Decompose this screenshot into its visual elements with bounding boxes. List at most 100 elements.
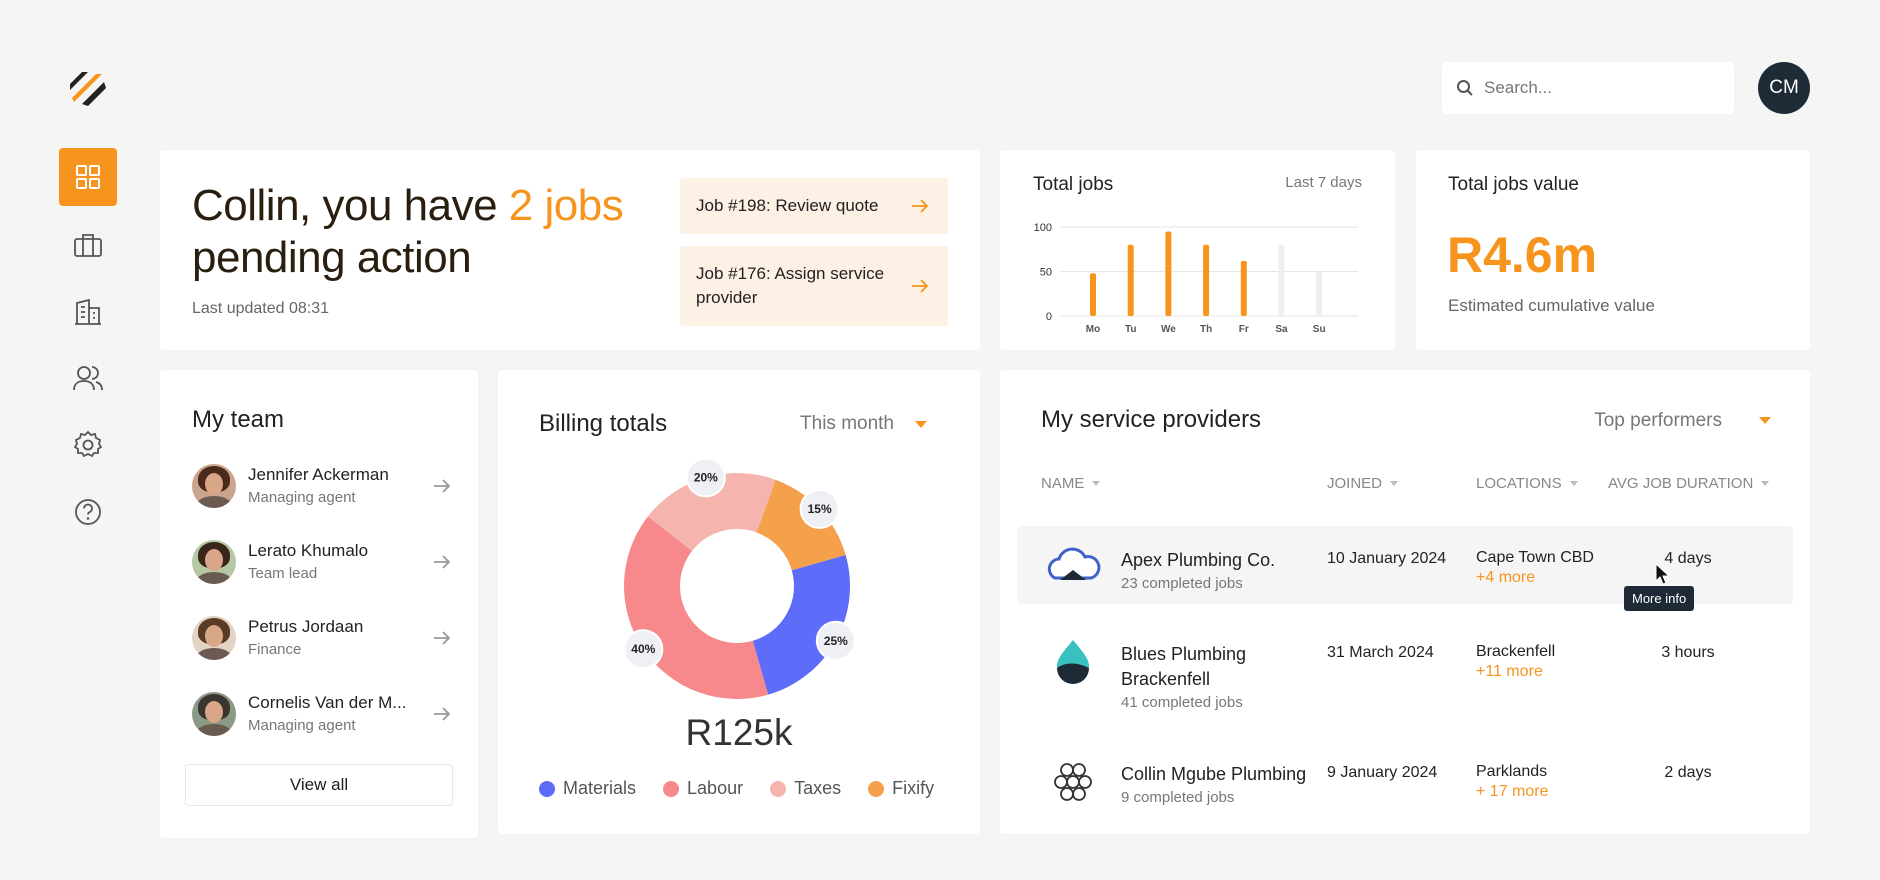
provider-name-block: Collin Mgube Plumbing 9 completed jobs: [1121, 762, 1321, 809]
nav-help[interactable]: [73, 497, 103, 527]
job-action-text: Job #176: Assign service provider: [696, 264, 885, 307]
sort-caret: [1390, 481, 1399, 486]
card-title: Total jobs: [1033, 174, 1114, 195]
card-title: My team: [192, 406, 285, 433]
member-avatar: [192, 692, 236, 736]
value-label: 15%: [808, 502, 832, 516]
value-badge: [685, 460, 726, 498]
donut-chart: 25% 40% 20% 15%: [623, 460, 856, 699]
column-header-text: AVG JOB DURATION: [1608, 475, 1754, 492]
sort-caret: [1092, 481, 1101, 486]
headline-text: pending action: [192, 233, 472, 282]
provider-name: Apex Plumbing Co.: [1121, 550, 1276, 570]
arrow-icon[interactable]: [432, 554, 452, 570]
column-header[interactable]: JOINED: [1327, 475, 1399, 492]
provider-duration: 4 days: [1664, 550, 1712, 567]
nav-settings[interactable]: [73, 430, 103, 460]
column-header-text: LOCATIONS: [1476, 475, 1562, 492]
team-card: My team View all Jennifer Ackerman Managi…: [160, 370, 478, 838]
headline-highlight: 2 jobs: [508, 181, 624, 230]
member-name: Lerato Khumalo: [248, 541, 369, 560]
value-badge: [815, 620, 856, 661]
x-tick-label: Sa: [1275, 324, 1288, 335]
dropdown-caret[interactable]: [914, 420, 928, 430]
legend-swatch: [663, 780, 680, 797]
avatar-face: [205, 701, 223, 723]
column-header[interactable]: AVG JOB DURATION: [1608, 475, 1770, 492]
member-role: Finance: [248, 641, 302, 658]
provider-location: Brackenfell: [1476, 643, 1556, 660]
legend-swatch: [868, 780, 885, 797]
logo-cell: [1060, 763, 1074, 777]
sort-caret: [1761, 481, 1770, 486]
legend-item: Taxes: [770, 778, 841, 799]
user-avatar[interactable]: CM: [1758, 62, 1810, 114]
billing-card: Billing totals This month R125k Material…: [498, 370, 980, 834]
member-avatar: [192, 540, 236, 584]
job-action[interactable]: Job #198: Review quote: [680, 178, 948, 234]
nav-team[interactable]: [72, 363, 104, 393]
member-role: Managing agent: [248, 717, 356, 734]
logo[interactable]: [68, 70, 108, 108]
nav-jobs[interactable]: [72, 231, 104, 259]
nav-dashboard[interactable]: [59, 148, 117, 206]
provider-name-block: Blues Plumbing Brackenfell 41 completed j…: [1121, 642, 1321, 714]
avatar-body: [196, 496, 232, 508]
x-tick-label: Su: [1313, 324, 1326, 335]
donut-segment: [756, 479, 846, 571]
arrow-icon[interactable]: [432, 478, 452, 494]
total-value-card: Total jobs value R4.6m Estimated cumulat…: [1416, 150, 1810, 350]
x-tick-label: Mo: [1086, 324, 1100, 335]
avatar-face: [205, 549, 223, 571]
arrow-icon[interactable]: [432, 630, 452, 646]
sort-caret: [1569, 481, 1578, 486]
search-icon: [1457, 80, 1473, 96]
provider-jobs: 23 completed jobs: [1121, 575, 1243, 592]
y-tick-label: 0: [1046, 311, 1052, 323]
y-tick-label: 100: [1034, 222, 1052, 234]
avatar-face: [205, 625, 223, 647]
column-header-text: NAME: [1041, 475, 1085, 492]
legend-label: Materials: [563, 778, 637, 798]
provider-jobs: 9 completed jobs: [1121, 789, 1235, 806]
column-header[interactable]: LOCATIONS: [1476, 475, 1578, 492]
provider-duration: 2 days: [1664, 764, 1712, 781]
view-all-button[interactable]: View all: [185, 764, 453, 806]
arrow-icon[interactable]: [910, 198, 930, 214]
legend-item: Labour: [663, 778, 743, 799]
arrow-icon[interactable]: [432, 706, 452, 722]
avatar-body: [196, 648, 232, 660]
provider-name-block: Apex Plumbing Co. 23 completed jobs: [1121, 548, 1321, 595]
dropdown-caret[interactable]: [1758, 416, 1772, 426]
column-header[interactable]: NAME: [1041, 475, 1101, 492]
value-badge: [799, 488, 840, 529]
provider-logo: [1047, 547, 1101, 580]
headline-text: Collin, you have: [192, 181, 509, 230]
legend-label: Taxes: [794, 778, 842, 798]
tooltip: More info: [1624, 586, 1695, 611]
provider-name: Blues Plumbing Brackenfell: [1121, 644, 1247, 689]
bar-chart: 0 50 100 Mo Tu We Th Fr Sa Su: [1034, 222, 1358, 335]
avatar-face: [205, 473, 223, 495]
provider-more-locations[interactable]: + 17 more: [1476, 783, 1549, 800]
providers-card: My service providers Top performers NAME…: [1000, 370, 1810, 834]
logo-cell: [1072, 787, 1086, 801]
arrow-icon[interactable]: [910, 278, 930, 294]
x-tick-label: Fr: [1239, 324, 1249, 335]
job-action[interactable]: Job #176: Assign service provider: [680, 246, 948, 326]
performers-dropdown[interactable]: Top performers: [1594, 410, 1722, 431]
search-box[interactable]: Search...: [1442, 62, 1734, 114]
avatar-body: [196, 724, 232, 736]
card-title: Total jobs value: [1448, 174, 1579, 195]
period-dropdown[interactable]: This month: [800, 413, 894, 434]
nav-buildings[interactable]: [73, 297, 103, 327]
provider-more-locations[interactable]: +11 more: [1476, 663, 1543, 680]
provider-location-block: Brackenfell +11 more: [1476, 642, 1555, 682]
logo-cell: [1060, 787, 1074, 801]
provider-location: Parklands: [1476, 763, 1548, 780]
member-avatar: [192, 616, 236, 660]
avatar-body: [196, 572, 232, 584]
logo-cell: [1066, 775, 1080, 789]
provider-more-locations[interactable]: +4 more: [1476, 569, 1536, 586]
